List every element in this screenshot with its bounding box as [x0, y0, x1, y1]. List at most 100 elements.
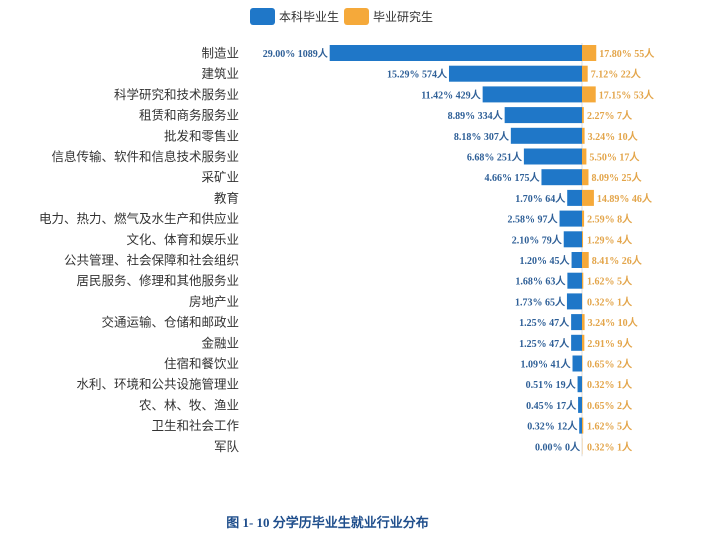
data-label-undergrad: 1.25% 47人 — [519, 316, 570, 329]
data-label-postgrad: 3.24% 10人 — [588, 316, 639, 329]
legend-label-postgrad: 毕业研究生 — [373, 9, 433, 24]
category-label: 科学研究和技术服务业 — [114, 87, 239, 102]
bar-postgrad — [582, 65, 588, 82]
category-label: 采矿业 — [201, 170, 239, 185]
bar-undergrad — [572, 355, 582, 372]
category-label: 教育 — [214, 190, 239, 205]
data-label-postgrad: 0.32% 1人 — [587, 378, 633, 391]
category-label: 租赁和商务服务业 — [139, 108, 239, 123]
category-label: 农、林、牧、渔业 — [139, 397, 239, 412]
data-label-undergrad: 0.51% 19人 — [526, 378, 577, 391]
data-label-undergrad: 1.73% 65人 — [515, 295, 566, 308]
bar-undergrad — [578, 396, 582, 413]
bar-postgrad — [582, 45, 597, 61]
data-label-postgrad: 0.65% 2人 — [587, 358, 633, 371]
data-label-postgrad: 8.41% 26人 — [592, 254, 643, 267]
bar-undergrad — [482, 86, 582, 103]
bar-postgrad — [582, 231, 584, 248]
category-label: 金融业 — [201, 335, 239, 350]
data-label-postgrad: 7.12% 22人 — [591, 68, 642, 81]
bar-postgrad — [582, 210, 585, 227]
data-label-postgrad: 0.32% 1人 — [587, 295, 633, 308]
legend-label-undergrad: 本科毕业生 — [279, 10, 339, 24]
bar-undergrad — [329, 45, 582, 61]
data-label-postgrad: 2.59% 8人 — [587, 213, 633, 226]
category-label: 公共管理、社会保障和社会组织 — [64, 253, 239, 268]
bar-postgrad — [582, 252, 589, 268]
legend-swatch-undergrad — [250, 8, 275, 25]
data-label-postgrad: 14.89% 46人 — [597, 192, 653, 205]
data-label-undergrad: 1.25% 47人 — [519, 337, 570, 350]
data-label-undergrad: 8.89% 334人 — [448, 109, 504, 122]
data-label-postgrad: 0.65% 2人 — [587, 399, 633, 412]
bar-postgrad — [582, 272, 584, 289]
data-label-undergrad: 29.00% 1089人 — [263, 47, 329, 60]
bar-undergrad — [541, 169, 582, 186]
category-label: 居民服务、修理和其他服务业 — [76, 273, 239, 288]
bar-postgrad — [582, 355, 583, 372]
data-label-undergrad: 15.29% 574人 — [387, 68, 448, 81]
bar-undergrad — [577, 376, 582, 393]
category-label: 制造业 — [201, 46, 239, 61]
bar-undergrad — [571, 252, 582, 268]
category-label: 批发和零售业 — [164, 128, 239, 143]
bar-undergrad — [510, 127, 582, 144]
bar-undergrad — [571, 334, 582, 351]
bar-postgrad — [582, 107, 584, 124]
bar-postgrad — [582, 169, 589, 186]
data-label-postgrad: 17.80% 55人 — [599, 47, 655, 60]
category-label: 房地产业 — [189, 294, 239, 309]
data-label-postgrad: 2.27% 7人 — [587, 109, 633, 122]
bar-undergrad — [563, 231, 582, 248]
bar-undergrad — [504, 107, 582, 124]
data-label-undergrad: 0.32% 12人 — [527, 420, 578, 433]
data-label-postgrad: 5.50% 17人 — [589, 151, 640, 164]
data-label-undergrad: 0.45% 17人 — [526, 399, 577, 412]
category-label: 电力、热力、燃气及水生产和供应业 — [39, 211, 239, 226]
category-label: 卫生和社会工作 — [151, 418, 239, 433]
bar-postgrad — [582, 396, 583, 413]
bar-undergrad — [567, 189, 582, 206]
category-label: 住宿和餐饮业 — [164, 356, 239, 371]
bar-undergrad — [571, 314, 582, 331]
data-label-undergrad: 8.18% 307人 — [454, 130, 510, 143]
bar-postgrad — [582, 334, 585, 351]
data-label-postgrad: 2.91% 9人 — [587, 337, 633, 350]
data-label-postgrad: 1.29% 4人 — [587, 233, 633, 246]
data-label-postgrad: 1.62% 5人 — [587, 420, 633, 433]
bar-undergrad — [566, 293, 582, 310]
data-label-undergrad: 2.10% 79人 — [512, 233, 563, 246]
legend-swatch-postgrad — [344, 8, 369, 25]
bar-undergrad — [559, 210, 582, 227]
data-label-postgrad: 3.24% 10人 — [588, 130, 639, 143]
bar-undergrad — [448, 65, 582, 82]
category-label: 信息传输、软件和信息技术服务业 — [51, 149, 239, 164]
category-label: 交通运输、仓储和邮政业 — [101, 315, 239, 330]
data-label-undergrad: 1.68% 63人 — [515, 275, 566, 288]
figure-caption: 图 1- 10 分学历毕业生就业行业分布 — [226, 515, 429, 530]
category-label: 建筑业 — [201, 66, 239, 81]
category-label: 文化、体育和娱乐业 — [126, 232, 239, 247]
data-label-undergrad: 6.68% 251人 — [467, 151, 523, 164]
bar-postgrad — [582, 314, 585, 331]
bar-undergrad — [523, 148, 582, 165]
data-label-undergrad: 1.20% 45人 — [520, 254, 571, 267]
data-label-undergrad: 4.66% 175人 — [484, 171, 540, 184]
data-label-postgrad: 17.15% 53人 — [599, 88, 655, 101]
bar-postgrad — [582, 417, 584, 434]
category-label: 水利、环境和公共设施管理业 — [76, 377, 239, 392]
data-label-postgrad: 1.62% 5人 — [587, 275, 633, 288]
bar-postgrad — [582, 86, 596, 103]
data-label-undergrad: 2.58% 97人 — [508, 213, 559, 226]
category-label: 军队 — [214, 439, 240, 454]
bar-postgrad — [582, 127, 585, 144]
data-label-postgrad: 0.32% 1人 — [587, 440, 633, 453]
data-label-undergrad: 1.70% 64人 — [515, 192, 566, 205]
data-label-undergrad: 0.00% 0人 — [535, 440, 581, 453]
bar-undergrad — [567, 272, 582, 289]
bar-postgrad — [582, 148, 587, 165]
data-label-undergrad: 11.42% 429人 — [421, 88, 481, 101]
bar-postgrad — [582, 189, 594, 206]
bar-undergrad — [579, 417, 582, 434]
